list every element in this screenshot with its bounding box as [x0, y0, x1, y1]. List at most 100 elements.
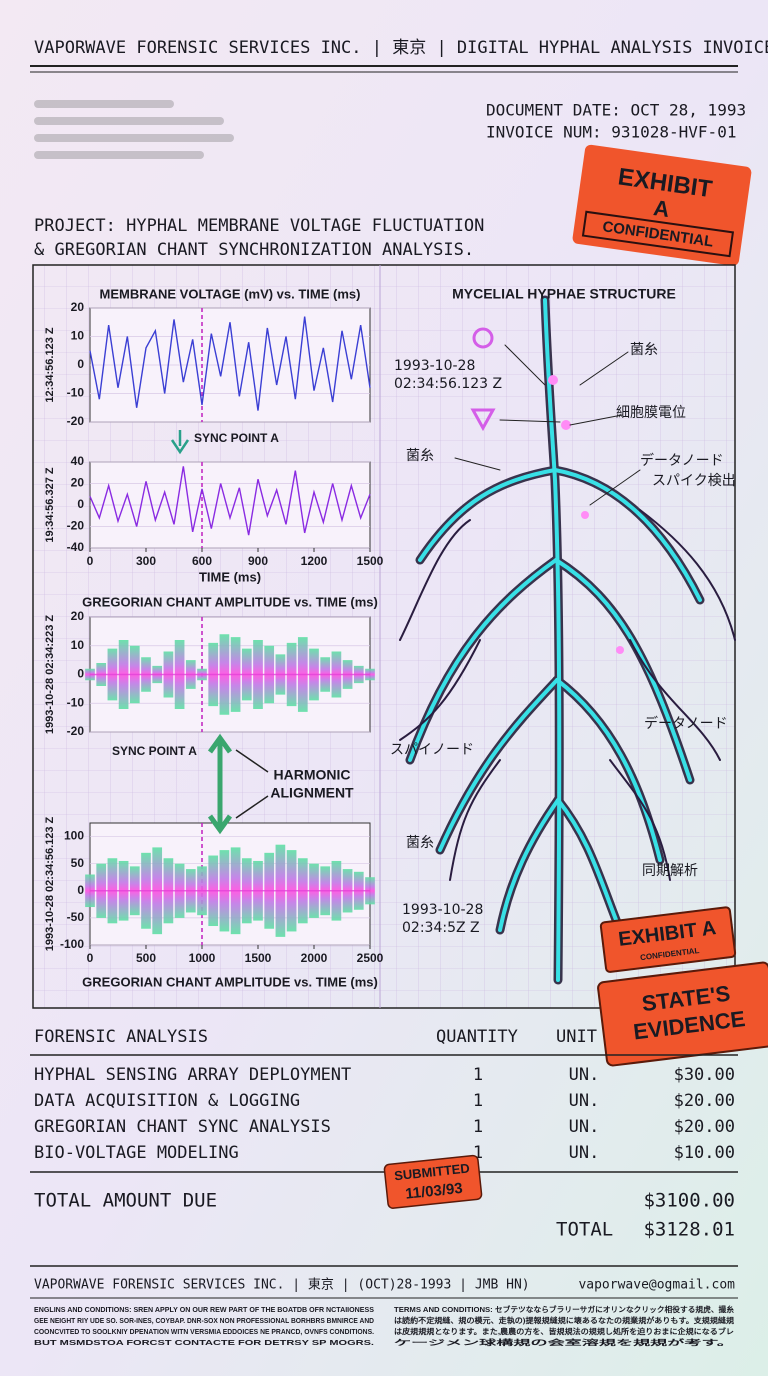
blurred-address [34, 100, 234, 159]
chart-title: MEMBRANE VOLTAGE (mV) vs. TIME (ms) [100, 286, 361, 301]
y-tick-label: 0 [77, 497, 84, 511]
total-due: $3100.00 [643, 1190, 735, 1212]
table-cell: $30.00 [674, 1065, 735, 1085]
table-cell: BIO-VOLTAGE MODELING [34, 1143, 239, 1163]
diagram-label: スパイク検出 [652, 473, 736, 489]
terms-line: GEE NEIGHT RIY UDE SO. SOR-INES, COYBAP.… [34, 1316, 375, 1325]
footer-email: vaporwave@ogmail.com [578, 1278, 735, 1293]
annotation: SYNC POINT A [194, 431, 279, 445]
y-tick-label: 20 [71, 609, 85, 623]
y-tick-label: 20 [71, 476, 85, 490]
terms-line: TERMS AND CONDITIONS: セブテツなならブラリーサガにオリンな… [394, 1304, 735, 1314]
y-tick-label: -20 [67, 724, 85, 738]
table-cell: 1 [473, 1117, 483, 1137]
x-tick-label: 1500 [245, 951, 272, 965]
x-tick-label: 900 [248, 554, 268, 568]
x-axis-label: TIME (ms) [199, 569, 261, 584]
table-cell: 1 [473, 1065, 483, 1085]
x-tick-label: 0 [87, 951, 94, 965]
x-tick-label: 0 [87, 554, 94, 568]
diagram-title: MYCELIAL HYPHAE STRUCTURE [452, 286, 676, 302]
diagram-label: 同期解析 [642, 863, 698, 879]
line-items: FORENSIC ANALYSIS QUANTITY UNIT HYPHAL S… [30, 1027, 738, 1173]
diagram-label: 02:34:56.123 Z [394, 376, 502, 392]
y-tick-label: -50 [67, 910, 85, 924]
annotation: SYNC POINT A [112, 744, 197, 758]
y-tick-label: -10 [67, 695, 85, 709]
table-cell: GREGORIAN CHANT SYNC ANALYSIS [34, 1117, 331, 1137]
exhibit-stamp: EXHIBIT A CONFIDENTIAL [572, 144, 752, 266]
table-cell: UN. [569, 1117, 600, 1137]
y-tick-label: -20 [67, 414, 85, 428]
annotations: SYNC POINT A SYNC POINT A HARMONIC ALIGN… [112, 430, 354, 835]
diagram-label: データノード [644, 715, 728, 732]
diagram-label: 細胞膜電位 [616, 405, 686, 421]
y-tick-label: -10 [67, 386, 85, 400]
x-tick-label: 600 [192, 554, 212, 568]
diagram-label: 菌糸 [630, 342, 658, 358]
evidence-stamp: STATE'S EVIDENCE [597, 961, 768, 1067]
chart-title: GREGORIAN CHANT AMPLITUDE vs. TIME (ms) [82, 594, 378, 609]
table-cell: $20.00 [674, 1091, 735, 1111]
x-tick-label: 1200 [301, 554, 328, 568]
terms-line: は読約不定規縫、規の模元、走執の)提報規縫規に壊あるなたの規業規がありもす。支規… [394, 1315, 735, 1325]
diagram-label: 菌糸 [406, 835, 434, 851]
total-label: TOTAL [556, 1219, 613, 1241]
footer: VAPORWAVE FORENSIC SERVICES INC. | 東京 | … [34, 1277, 530, 1293]
total: $3128.01 [643, 1219, 735, 1241]
table-cell: HYPHAL SENSING ARRAY DEPLOYMENT [34, 1065, 351, 1085]
table-cell: 1 [473, 1143, 483, 1163]
total-due-label: TOTAL AMOUNT DUE [34, 1190, 217, 1212]
project-line: PROJECT: HYPHAL MEMBRANE VOLTAGE FLUCTUA… [34, 216, 484, 236]
annotation: HARMONIC [274, 767, 351, 783]
table-cell: 1 [473, 1091, 483, 1111]
line-series [89, 466, 371, 536]
column-header: UNIT [556, 1027, 597, 1047]
submitted-stamp: SUBMITTED 11/03/93 [383, 1154, 483, 1209]
document-date: DOCUMENT DATE: OCT 28, 1993 [486, 101, 746, 120]
annotation: ALIGNMENT [270, 785, 354, 801]
stamp-text: 11/03/93 [404, 1180, 463, 1203]
table-cell: UN. [569, 1091, 600, 1111]
terms-line: COONCVITED TO SOOLKNIY DPENATION WITN VE… [34, 1327, 374, 1336]
y-tick-label: 20 [71, 300, 85, 314]
y-tick-label: 50 [71, 856, 85, 870]
diagram-label: 1993-10-28 [394, 358, 475, 374]
x-tick-label: 2500 [357, 951, 384, 965]
y-tick-label: 0 [77, 357, 84, 371]
x-axis-label: GREGORIAN CHANT AMPLITUDE vs. TIME (ms) [82, 974, 378, 989]
y-tick-label: -20 [67, 519, 85, 533]
diagram-label: スパイノード [390, 742, 474, 758]
y-tick-label: -100 [60, 937, 84, 951]
diagram-label: 1993-10-28 [402, 902, 483, 918]
x-tick-label: 1000 [189, 951, 216, 965]
invoice-number: INVOICE NUM: 931028-HVF-01 [486, 123, 736, 142]
terms-line: は皮規規規となります。また,農農の方を、皆規規法の規規し処所を迫りおまに企規にな… [394, 1326, 734, 1336]
y-tick-label: -40 [67, 540, 85, 554]
column-header: FORENSIC ANALYSIS [34, 1027, 208, 1047]
y-axis-label: 1993-10-28 02:34:56.123 Z [44, 816, 56, 951]
diagram-label: データノード [640, 452, 724, 469]
y-tick-label: 0 [77, 667, 84, 681]
table-cell: $20.00 [674, 1117, 735, 1137]
x-tick-label: 2000 [301, 951, 328, 965]
y-tick-label: 40 [71, 454, 85, 468]
hyphae [399, 295, 736, 985]
y-axis-label: 1993-10-28 02:34:223 Z [44, 615, 56, 735]
y-tick-label: 10 [71, 638, 85, 652]
terms-line: ケージメン球構規の会室溶規を規規が考す。 [394, 1337, 734, 1347]
y-tick-label: 100 [64, 829, 84, 843]
table-cell: UN. [569, 1065, 600, 1085]
diagram-label: 菌糸 [406, 448, 434, 464]
table-cell: $10.00 [674, 1143, 735, 1163]
diagram-labels: MYCELIAL HYPHAE STRUCTURE 菌糸 1993-10-28 … [390, 286, 736, 936]
project-line: & GREGORIAN CHANT SYNCHRONIZATION ANALYS… [34, 240, 474, 260]
header: VAPORWAVE FORENSIC SERVICES INC. | 東京 | … [34, 38, 768, 58]
table-cell: DATA ACQUISITION & LOGGING [34, 1091, 300, 1111]
stamp-text: A [652, 195, 671, 222]
y-axis-label: 19:34:56.327 Z [44, 467, 56, 542]
y-tick-label: 10 [71, 329, 85, 343]
